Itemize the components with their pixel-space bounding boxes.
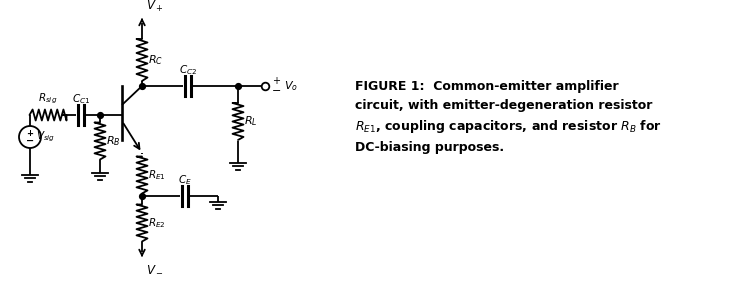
Text: +: +	[272, 76, 280, 86]
Text: $V_+$: $V_+$	[146, 0, 163, 14]
Text: $C_{C1}$: $C_{C1}$	[72, 92, 90, 106]
Text: $V_o$: $V_o$	[284, 79, 298, 93]
Text: $C_E$: $C_E$	[178, 173, 192, 187]
Text: $R_{E1}$: $R_{E1}$	[148, 168, 166, 182]
Text: $R_L$: $R_L$	[244, 114, 258, 128]
Text: FIGURE 1:  Common-emitter amplifier
circuit, with emitter-degeneration resistor
: FIGURE 1: Common-emitter amplifier circu…	[355, 80, 662, 154]
Text: $R_{sig}$: $R_{sig}$	[38, 92, 57, 106]
Text: $V_-$: $V_-$	[146, 262, 163, 275]
Text: $V_{sig}$: $V_{sig}$	[37, 130, 56, 144]
Text: $R_B$: $R_B$	[106, 134, 121, 148]
Text: −: −	[26, 136, 34, 146]
Text: $C_{C2}$: $C_{C2}$	[179, 63, 197, 77]
Text: $R_C$: $R_C$	[148, 53, 163, 67]
Text: +: +	[26, 129, 34, 138]
Text: $R_{E2}$: $R_{E2}$	[148, 216, 166, 230]
Text: −: −	[272, 86, 281, 96]
